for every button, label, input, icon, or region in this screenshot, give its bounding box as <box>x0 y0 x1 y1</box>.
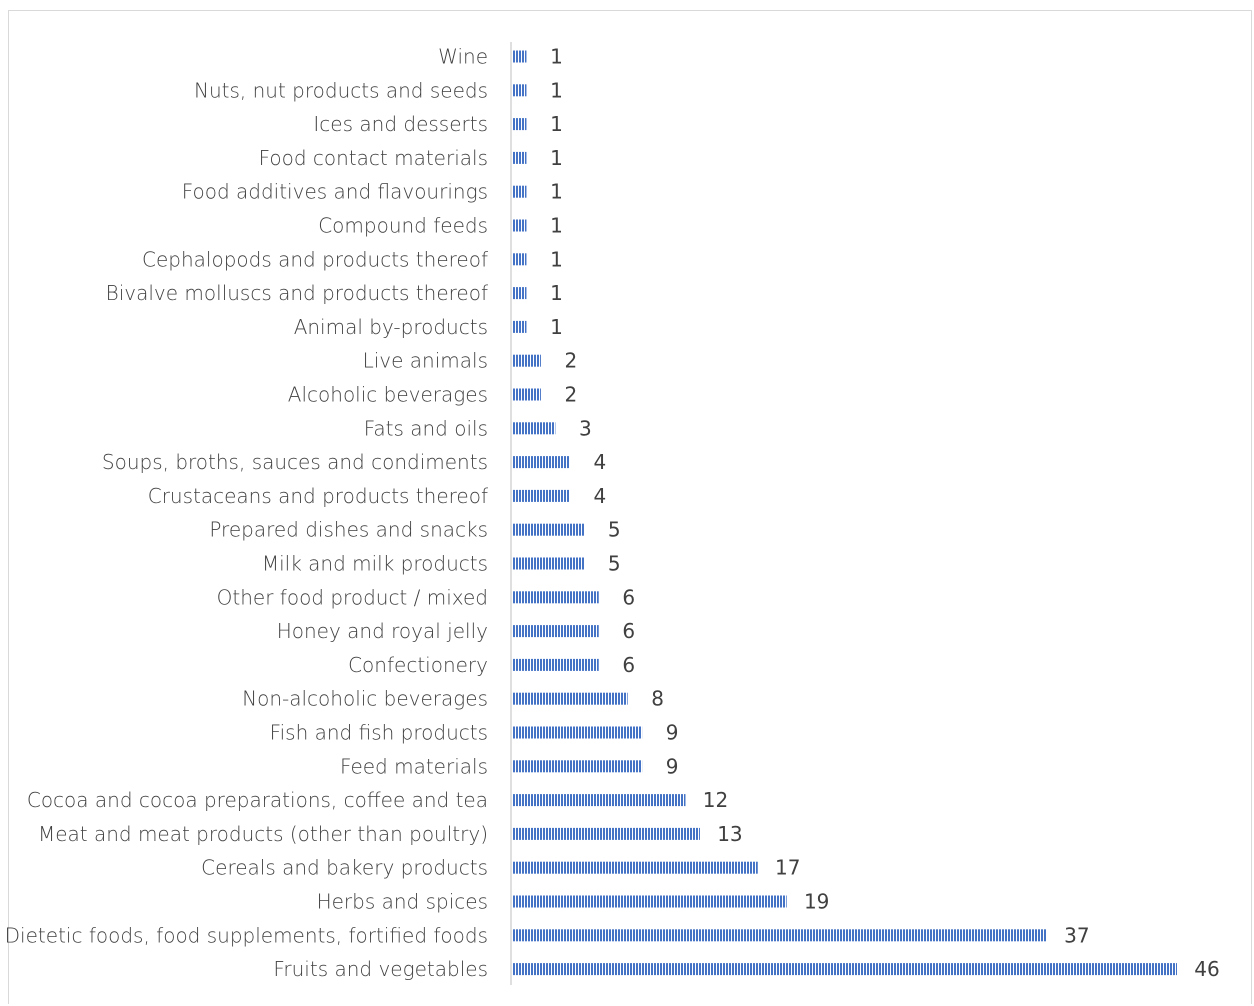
bar <box>512 591 599 604</box>
category-label: Live animals <box>363 349 488 373</box>
category-label: Cocoa and cocoa preparations, coffee and… <box>27 788 488 812</box>
bar <box>512 827 700 840</box>
data-label: 5 <box>608 518 621 542</box>
data-label: 1 <box>550 112 563 136</box>
bar <box>512 84 527 97</box>
data-label: 2 <box>565 349 578 373</box>
data-label: 37 <box>1064 923 1089 947</box>
category-label: Animal by-products <box>294 315 488 339</box>
bar <box>512 963 1177 976</box>
bar <box>512 422 556 435</box>
data-label: 13 <box>717 822 742 846</box>
category-label: Crustaceans and products thereof <box>148 484 488 508</box>
data-label: 3 <box>579 416 592 440</box>
data-label: 12 <box>703 788 728 812</box>
bar <box>512 320 527 333</box>
category-label: Fish and fish products <box>270 721 488 745</box>
data-label: 1 <box>550 78 563 102</box>
bar <box>512 861 758 874</box>
data-label: 6 <box>622 619 635 643</box>
category-label: Milk and milk products <box>262 552 488 576</box>
data-label: 46 <box>1194 957 1219 981</box>
bar <box>512 50 527 63</box>
data-label: 2 <box>565 383 578 407</box>
category-label: Fats and oils <box>364 416 488 440</box>
bar <box>512 625 599 638</box>
bar <box>512 794 686 807</box>
bar <box>512 456 570 469</box>
data-label: 1 <box>550 247 563 271</box>
bar <box>512 185 527 198</box>
category-label: Meat and meat products (other than poult… <box>38 822 488 846</box>
category-label: Honey and royal jelly <box>277 619 488 643</box>
category-label: Wine <box>438 45 488 69</box>
data-label: 9 <box>666 721 679 745</box>
category-labels: Wine Nuts, nut products and seeds Ices and… <box>5 45 488 982</box>
bar <box>512 118 527 131</box>
category-label: Alcoholic beverages <box>288 383 488 407</box>
bars-layer <box>512 50 1177 976</box>
data-label: 19 <box>804 890 829 914</box>
bar <box>512 557 585 570</box>
data-label: 1 <box>550 315 563 339</box>
data-label: 1 <box>550 45 563 69</box>
bar <box>512 253 527 266</box>
bar <box>512 388 541 401</box>
category-label: Ices and desserts <box>313 112 488 136</box>
bar <box>512 523 585 536</box>
category-label: Food additives and flavourings <box>182 180 488 204</box>
category-label: Dietetic foods, food supplements, fortif… <box>5 923 488 947</box>
category-label: Cereals and bakery products <box>201 856 488 880</box>
data-label: 6 <box>622 585 635 609</box>
category-label: Confectionery <box>348 653 488 677</box>
data-label: 4 <box>593 484 606 508</box>
data-label: 5 <box>608 552 621 576</box>
bar <box>512 658 599 671</box>
bar <box>512 929 1047 942</box>
data-label: 1 <box>550 281 563 305</box>
category-label: Fruits and vegetables <box>273 957 488 981</box>
category-label: Food contact materials <box>259 146 488 170</box>
category-label: Cephalopods and products thereof <box>142 247 488 271</box>
bar <box>512 354 541 367</box>
category-label: Feed materials <box>340 754 488 778</box>
data-label: 9 <box>666 754 679 778</box>
bar <box>512 489 570 502</box>
data-label: 1 <box>550 214 563 238</box>
category-label: Bivalve molluscs and products thereof <box>106 281 488 305</box>
data-label: 6 <box>622 653 635 677</box>
chart-frame <box>8 10 1252 1004</box>
category-label: Compound feeds <box>318 214 488 238</box>
bar <box>512 760 643 773</box>
category-label: Soups, broths, sauces and condiments <box>102 450 488 474</box>
data-label: 4 <box>593 450 606 474</box>
bar <box>512 726 643 739</box>
data-label: 17 <box>775 856 800 880</box>
data-label: 1 <box>550 180 563 204</box>
bar <box>512 692 628 705</box>
data-label: 8 <box>651 687 664 711</box>
category-label: Herbs and spices <box>317 890 488 914</box>
bar <box>512 287 527 300</box>
category-label: Non-alcoholic beverages <box>242 687 488 711</box>
category-label: Other food product / mixed <box>217 585 488 609</box>
bar <box>512 151 527 164</box>
category-label: Nuts, nut products and seeds <box>194 78 488 102</box>
bar <box>512 895 787 908</box>
bar <box>512 219 527 232</box>
category-label: Prepared dishes and snacks <box>209 518 488 542</box>
data-label: 1 <box>550 146 563 170</box>
